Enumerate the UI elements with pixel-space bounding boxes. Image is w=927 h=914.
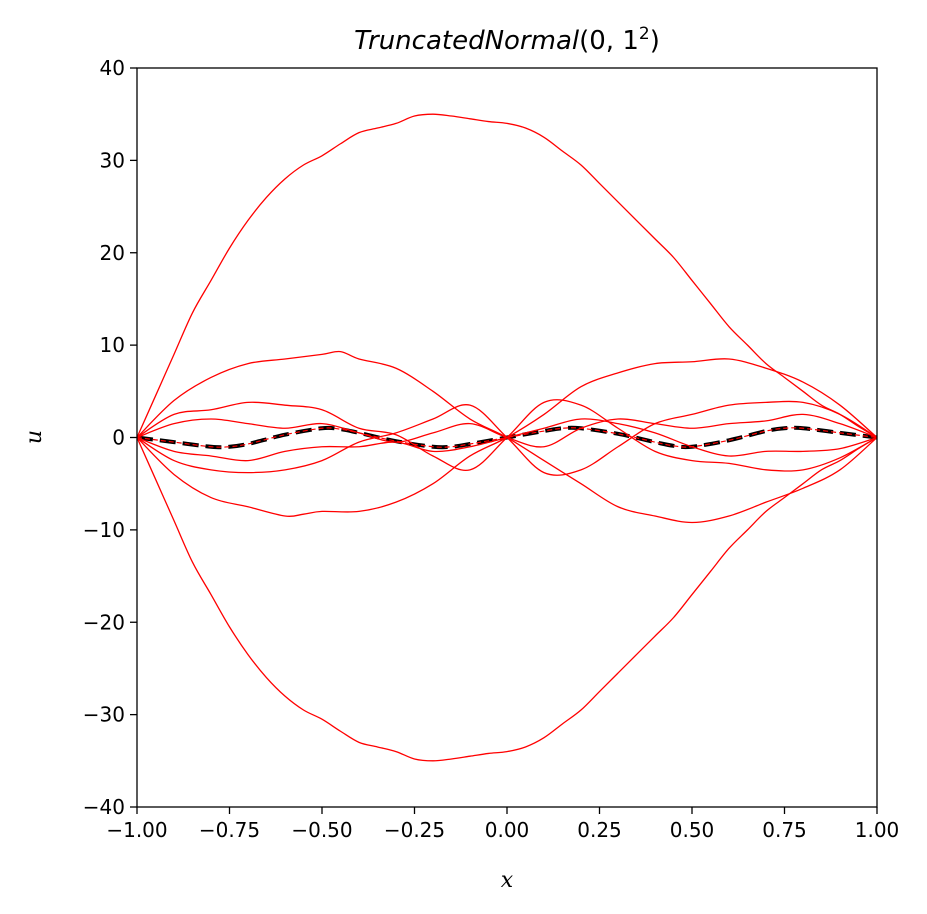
x-tick-label: 0.00: [485, 818, 530, 842]
x-tick-label: 1.00: [855, 818, 900, 842]
sample-line-2: [137, 436, 877, 762]
x-tick-label: 0.50: [670, 818, 715, 842]
sample-line-1: [137, 113, 877, 439]
sample-line-8: [137, 418, 877, 462]
chart-title-args: (0, 1: [579, 26, 639, 56]
x-axis-ticks: −1.00 −0.75 −0.50 −0.25 0.00 0.25 0.50 0.75 1.00: [106, 807, 899, 842]
y-axis-ticks: −40 −30 −20 −10 0 10 20 30 40: [83, 56, 137, 819]
x-tick-label: 0.25: [577, 818, 622, 842]
x-tick-label: 0.75: [762, 818, 807, 842]
x-tick-label: −0.75: [199, 818, 260, 842]
sample-line-3: [137, 350, 877, 524]
x-tick-label: −0.25: [384, 818, 445, 842]
y-tick-label: 40: [100, 56, 125, 80]
chart-title-close: ): [650, 26, 660, 56]
plot-frame: [136, 67, 878, 808]
sample-line-4: [137, 358, 877, 518]
y-axis-label: u: [22, 430, 47, 444]
y-tick-label: −40: [83, 795, 125, 819]
series-layer: [137, 113, 877, 762]
x-axis-label: x: [501, 868, 514, 893]
x-tick-label: −1.00: [106, 818, 167, 842]
y-tick-label: −30: [83, 703, 125, 727]
chart-title-name: TruncatedNormal: [354, 26, 580, 56]
y-tick-label: 30: [100, 148, 125, 172]
chart-title: TruncatedNormal(0, 12): [354, 24, 660, 56]
reference-inner-line: [137, 427, 877, 448]
y-tick-label: −20: [83, 610, 125, 634]
y-tick-label: 20: [100, 241, 125, 265]
chart-title-superscript: 2: [639, 24, 650, 44]
x-tick-label: −0.50: [291, 818, 352, 842]
y-tick-label: −10: [83, 518, 125, 542]
y-tick-label: 10: [100, 333, 125, 357]
y-tick-label: 0: [112, 426, 125, 450]
